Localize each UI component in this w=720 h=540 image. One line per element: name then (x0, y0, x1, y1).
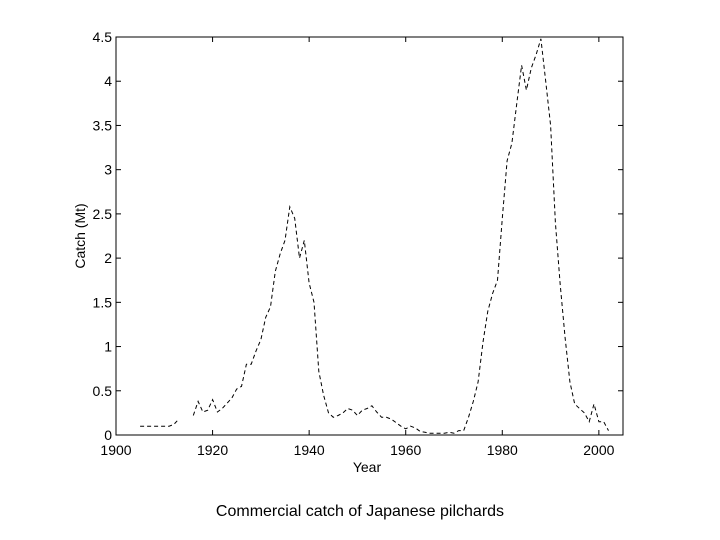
y-tick-label: 0.5 (93, 383, 113, 399)
plot-area-frame (115, 36, 624, 436)
x-axis-label: Year (353, 459, 382, 475)
series-line-catch (140, 38, 609, 434)
figure-caption: Commercial catch of Japanese pilchards (215, 503, 505, 520)
y-axis: 0 0.5 1 1.5 2 2.5 3 3.5 4 4.5 (93, 29, 623, 443)
x-tick-label: 1900 (100, 442, 131, 458)
x-tick-label: 2000 (583, 442, 614, 458)
x-tick-label: 1940 (294, 442, 325, 458)
x-tick-label: 1980 (487, 442, 518, 458)
x-tick-label: 1920 (197, 442, 228, 458)
x-tick-label: 1960 (390, 442, 421, 458)
y-tick-label: 1.5 (93, 294, 113, 310)
y-tick-label: 3.5 (93, 117, 113, 133)
y-tick-label: 2.5 (93, 206, 113, 222)
y-tick-label: 3 (104, 162, 112, 178)
y-tick-label: 2 (104, 250, 112, 266)
x-axis: 1900 1920 1940 1960 1980 2000 (100, 37, 615, 458)
y-axis-label: Catch (Mt) (72, 203, 88, 268)
y-tick-label: 0 (104, 427, 112, 443)
y-tick-label: 1 (104, 339, 112, 355)
y-tick-label: 4.5 (93, 29, 113, 45)
y-tick-label: 4 (104, 73, 112, 89)
